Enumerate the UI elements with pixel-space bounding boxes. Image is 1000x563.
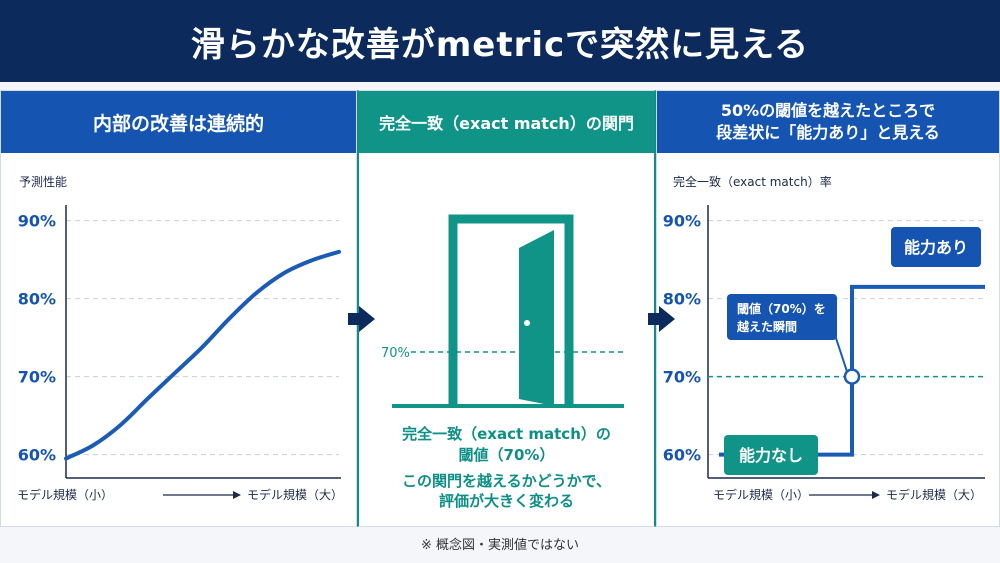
callout-box <box>727 294 837 340</box>
gate-caption-line4: 評価が大きく変わる <box>438 492 574 510</box>
gate-caption-line2: 閾値（70%） <box>458 446 555 464</box>
threshold-label: 70% <box>381 346 410 361</box>
y-tick-label: 60% <box>18 446 56 465</box>
gate-caption-threshold: 完全一致（exact match）の 閾値（70%） <box>359 424 654 466</box>
door-frame <box>448 214 574 406</box>
y-tick-label: 80% <box>663 290 701 309</box>
xlabel-small: モデル規模（小） <box>17 487 113 502</box>
threshold-crossing-marker <box>843 368 861 385</box>
gate-caption-line1: 完全一致（exact match）の <box>402 425 611 443</box>
ylabel: 予測性能 <box>19 175 67 189</box>
page-title: 滑らかな改善がmetricで突然に見える <box>190 24 810 65</box>
performance-curve <box>64 249 341 461</box>
y-tick-label: 90% <box>663 212 701 231</box>
ylabel: 完全一致（exact match）率 <box>673 174 832 189</box>
panel-header-continuous: 内部の改善は連続的 <box>1 91 356 153</box>
chart-continuous: 予測性能 90% 80% 70% 60% モデル規模（小） モデル規模（大） <box>17 175 343 502</box>
y-tick-label: 70% <box>663 368 701 387</box>
badge-incapable <box>724 435 818 475</box>
x-arrow-head <box>233 491 241 499</box>
title-bar: 滑らかな改善がmetricで突然に見える <box>0 0 1000 82</box>
badge-capable <box>891 227 981 267</box>
chart-step: 完全一致（exact match）率 90% 80% 70% 60% 閾値（70%）を… <box>663 174 985 502</box>
x-arrow-head <box>872 491 880 499</box>
panel-gate: 完全一致（exact match）の関門 70% 完全一致（exact matc… <box>357 90 656 527</box>
panel-continuous: 内部の改善は連続的 予測性能 90% 80% 70% 60% モデル規模（小） モデル… <box>0 90 357 527</box>
door-knob <box>524 320 530 326</box>
panel-header-step: 50%の閾値を越えたところで 段差状に「能力あり」と見える <box>657 91 999 153</box>
callout-line1: 閾値（70%）を <box>737 301 826 316</box>
panel-header-gate: 完全一致（exact match）の関門 <box>359 91 654 153</box>
gate-caption-impact: この関門を越えるかどうかで、 評価が大きく変わる <box>359 471 654 511</box>
flow-arrow-1 <box>348 306 375 332</box>
badge-capable-label: 能力あり <box>904 238 968 257</box>
y-tick-label: 80% <box>18 290 56 309</box>
door-panel <box>519 230 554 406</box>
gate-caption-line3: この関門を越えるかどうかで、 <box>402 472 611 490</box>
header-line2: 段差状に「能力あり」と見える <box>716 123 940 142</box>
panel-step: 50%の閾値を越えたところで 段差状に「能力あり」と見える 完全一致（exact… <box>656 90 1000 527</box>
badge-incapable-label: 能力なし <box>739 446 803 465</box>
header-line1: 50%の閾値を越えたところで <box>720 101 936 120</box>
xlabel-large: モデル規模（大） <box>886 487 982 502</box>
y-tick-label: 70% <box>18 368 56 387</box>
xlabel-small: モデル規模（小） <box>713 487 809 502</box>
footnote: ※ 概念図・実測値ではない <box>420 538 580 553</box>
xlabel-large: モデル規模（大） <box>247 487 343 502</box>
callout-line2: 越えた瞬間 <box>736 319 797 334</box>
flow-arrow-2 <box>648 306 675 332</box>
gate-illustration: 70% <box>381 214 624 408</box>
y-tick-label: 60% <box>663 446 701 465</box>
y-tick-label: 90% <box>18 212 56 231</box>
